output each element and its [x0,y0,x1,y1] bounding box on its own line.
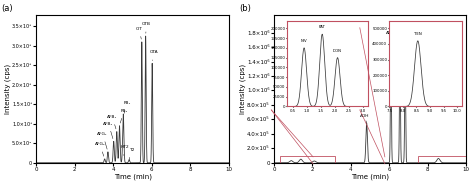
Text: DON: DON [399,37,409,48]
Text: AFG₁: AFG₁ [98,132,108,149]
Y-axis label: Intensity (cps): Intensity (cps) [239,64,246,114]
Text: AFB₁: AFB₁ [107,115,118,129]
Text: AME: AME [385,31,395,41]
Text: CIT: CIT [136,27,143,39]
Bar [280,155,336,163]
Text: AFB₂: AFB₂ [103,122,114,139]
Text: OTA: OTA [149,50,158,61]
Text: T2: T2 [129,148,134,160]
Text: (b): (b) [239,4,251,13]
Bar [418,155,466,163]
Text: HT2: HT2 [121,145,129,155]
Text: AFG₂: AFG₂ [94,142,105,156]
Text: ZAN: ZAN [405,52,414,63]
X-axis label: Time (min): Time (min) [351,173,389,180]
Text: (a): (a) [2,4,13,13]
Text: AOH: AOH [360,114,369,123]
X-axis label: Time (min): Time (min) [114,173,152,180]
Text: FB₂: FB₂ [120,109,128,123]
Text: FB₁: FB₁ [124,101,131,113]
Text: OTB: OTB [142,22,151,33]
Y-axis label: Intensity (cps): Intensity (cps) [4,64,11,114]
